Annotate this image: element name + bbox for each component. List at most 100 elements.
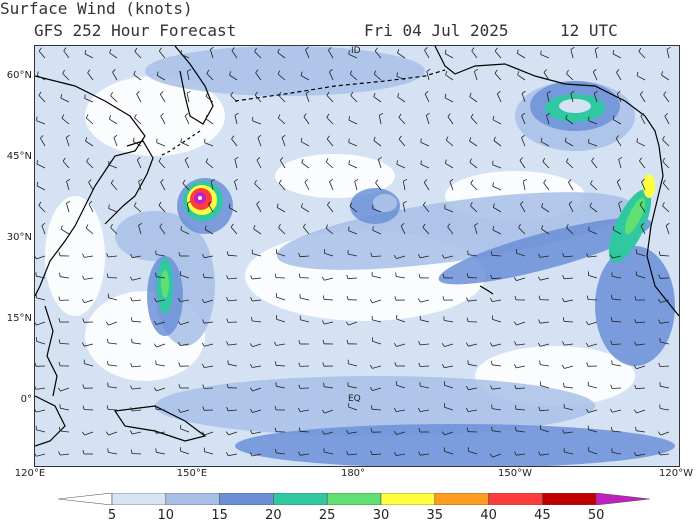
wind-barb	[348, 119, 358, 125]
wind-barb	[276, 452, 286, 455]
wind-barb-feather	[418, 451, 421, 456]
wind-barb-feather	[105, 321, 109, 326]
wind-barb	[588, 450, 598, 455]
wind-barb-feather	[110, 223, 113, 228]
wind-barb	[108, 342, 118, 345]
legend-swatch	[111, 493, 167, 505]
wind-barb	[372, 299, 382, 304]
wind-barb-feather	[300, 137, 303, 142]
wind-barb	[635, 387, 646, 390]
wind-barb-feather	[134, 47, 138, 52]
wind-barb-feather	[471, 47, 475, 52]
wind-barb	[492, 453, 502, 458]
wind-barb-feather	[86, 157, 89, 162]
wind-barb-feather	[281, 134, 286, 138]
wind-barb	[516, 277, 526, 281]
wind-barb-feather	[540, 137, 543, 142]
wind-barb	[305, 49, 310, 59]
wind-barb	[62, 73, 70, 81]
wind-barb	[299, 430, 310, 433]
wind-barb	[65, 137, 70, 147]
wind-barb	[516, 252, 526, 257]
wind-barb-feather	[494, 47, 498, 52]
wind-barb	[516, 343, 526, 346]
wind-barb-feather	[329, 178, 333, 183]
wind-barb-feather	[346, 295, 349, 300]
wind-barb	[468, 363, 478, 367]
wind-barb-feather	[328, 47, 332, 51]
wind-barb-feather	[321, 276, 325, 281]
wind-barb	[326, 95, 334, 103]
wind-barb	[228, 277, 238, 280]
wind-barb	[348, 363, 358, 367]
wind-barb	[323, 298, 334, 301]
wind-barb-feather	[35, 385, 37, 390]
wind-barb	[468, 450, 478, 455]
wind-barb	[540, 255, 550, 258]
wind-barb	[326, 161, 334, 169]
wind-barb	[588, 275, 598, 279]
wind-barb-feather	[640, 222, 645, 227]
wind-barb-feather	[274, 341, 277, 346]
wind-barb	[329, 181, 334, 191]
wind-barb	[84, 343, 94, 347]
wind-barb-feather	[562, 298, 565, 302]
wind-barb-feather	[202, 319, 205, 324]
wind-barb-feather	[657, 431, 661, 436]
wind-barb	[618, 159, 622, 169]
wind-barb	[108, 297, 118, 301]
wind-barb-feather	[520, 201, 524, 205]
wind-barb-feather	[465, 342, 469, 347]
wind-barb	[540, 385, 550, 389]
wind-barb	[138, 181, 142, 191]
wind-barb-feather	[540, 50, 542, 55]
wind-barb-feather	[201, 299, 205, 304]
wind-barb	[444, 208, 454, 213]
legend-tick-label: 30	[372, 508, 390, 523]
wind-barb-feather	[278, 91, 282, 96]
wind-barb	[568, 203, 574, 213]
wind-barb	[492, 119, 502, 125]
wind-barb-feather	[65, 134, 70, 138]
wind-barb	[587, 299, 598, 301]
wind-barb	[61, 229, 70, 235]
wind-barb	[372, 275, 382, 279]
wind-barb-feather	[566, 158, 569, 163]
wind-barb-feather	[202, 384, 205, 389]
wind-barb	[492, 430, 502, 433]
wind-barb	[300, 141, 310, 147]
wind-barb-feather	[63, 47, 67, 52]
wind-barb	[36, 163, 46, 169]
wind-barb-feather	[250, 297, 253, 302]
wind-barb	[138, 225, 142, 235]
wind-barb	[302, 226, 310, 235]
wind-barb-feather	[563, 382, 565, 387]
wind-barb	[276, 318, 286, 323]
wind-barb	[492, 164, 502, 169]
wind-barb	[348, 230, 358, 235]
wind-barb-feather	[514, 364, 517, 369]
wind-barb	[660, 321, 670, 324]
typhoon-core	[183, 181, 223, 221]
wind-barb	[400, 225, 406, 235]
wind-barb-feather	[513, 276, 517, 281]
wind-barb-feather	[610, 384, 613, 389]
wind-barb-feather	[110, 179, 114, 184]
wind-barb	[204, 431, 214, 436]
wind-barb-feather	[88, 201, 93, 205]
wind-barb-feather	[81, 431, 85, 436]
wind-barb-feather	[82, 318, 85, 323]
wind-barb	[203, 276, 214, 279]
wind-barb-feather	[160, 113, 164, 117]
wind-barb	[85, 140, 94, 147]
wind-barb-feather	[229, 71, 232, 76]
wind-barb-feather	[590, 180, 593, 184]
wind-barbs	[35, 46, 671, 458]
wind-barb	[257, 137, 262, 147]
wind-barb	[132, 409, 142, 412]
wind-barb-feather	[634, 296, 637, 301]
wind-barb	[588, 230, 598, 235]
dateline-marker: ID	[351, 46, 361, 56]
wind-barb	[420, 255, 430, 259]
wind-barb	[37, 74, 46, 81]
